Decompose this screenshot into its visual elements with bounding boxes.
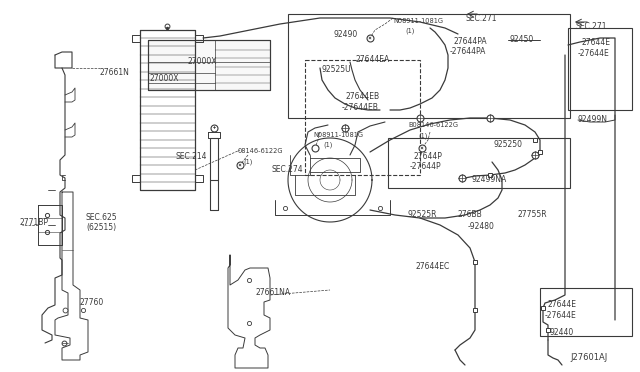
Text: 08146-6122G: 08146-6122G bbox=[238, 148, 284, 154]
Text: -92480: -92480 bbox=[468, 222, 495, 231]
Text: 27644PA: 27644PA bbox=[453, 37, 486, 46]
Text: SEC.274: SEC.274 bbox=[272, 165, 303, 174]
Text: SEC.625: SEC.625 bbox=[85, 213, 116, 222]
Text: SEC.214: SEC.214 bbox=[175, 152, 207, 161]
Text: 27000X: 27000X bbox=[188, 57, 218, 66]
Text: -27644PA: -27644PA bbox=[450, 47, 486, 56]
Text: SEC.271: SEC.271 bbox=[465, 14, 497, 23]
Text: -27644E: -27644E bbox=[578, 49, 610, 58]
Text: (1): (1) bbox=[243, 158, 252, 164]
Text: (1): (1) bbox=[323, 141, 332, 148]
Text: 27755R: 27755R bbox=[518, 210, 548, 219]
Text: 92525R: 92525R bbox=[408, 210, 438, 219]
Bar bbox=[148, 40, 270, 90]
Text: 27000X: 27000X bbox=[150, 74, 179, 83]
Text: 92490: 92490 bbox=[333, 30, 357, 39]
Bar bbox=[540, 288, 632, 336]
Text: 27644P: 27644P bbox=[413, 152, 442, 161]
Text: 27661N: 27661N bbox=[100, 68, 130, 77]
Text: SEC.271: SEC.271 bbox=[575, 22, 607, 31]
Text: -27644E: -27644E bbox=[545, 311, 577, 320]
Text: 92499N: 92499N bbox=[578, 115, 608, 124]
Text: 27760: 27760 bbox=[80, 298, 104, 307]
Text: 27644EA: 27644EA bbox=[355, 55, 389, 64]
Text: 92525U: 92525U bbox=[322, 65, 351, 74]
Text: (1): (1) bbox=[405, 27, 414, 33]
Text: -27644P: -27644P bbox=[410, 162, 442, 171]
Text: J27601AJ: J27601AJ bbox=[570, 353, 607, 362]
Text: B08146-6122G: B08146-6122G bbox=[408, 122, 458, 128]
Text: 27644E: 27644E bbox=[548, 300, 577, 309]
Text: 27661NA: 27661NA bbox=[255, 288, 290, 297]
Bar bbox=[388, 138, 570, 188]
Text: 92440: 92440 bbox=[550, 328, 574, 337]
Text: 2771BP: 2771BP bbox=[20, 218, 49, 227]
Text: 925250: 925250 bbox=[493, 140, 522, 149]
Text: 27644E: 27644E bbox=[581, 38, 610, 47]
Text: 27644EC: 27644EC bbox=[416, 262, 451, 271]
Text: -27644EB: -27644EB bbox=[342, 103, 379, 112]
Text: 27644EB: 27644EB bbox=[345, 92, 379, 101]
Text: N08911-1081G: N08911-1081G bbox=[313, 132, 363, 138]
Bar bbox=[148, 40, 270, 90]
Text: (1): (1) bbox=[418, 132, 428, 138]
Text: 276BB: 276BB bbox=[457, 210, 482, 219]
Bar bbox=[305, 60, 420, 175]
Text: N08911-1081G: N08911-1081G bbox=[393, 18, 443, 24]
Bar bbox=[568, 28, 632, 110]
Text: 92450: 92450 bbox=[510, 35, 534, 44]
Text: 92499NA: 92499NA bbox=[472, 175, 508, 184]
Text: (62515): (62515) bbox=[86, 223, 116, 232]
Bar bbox=[288, 14, 570, 118]
